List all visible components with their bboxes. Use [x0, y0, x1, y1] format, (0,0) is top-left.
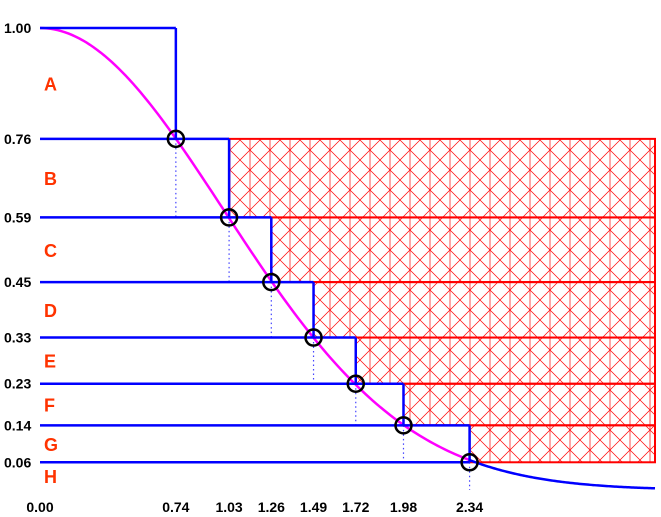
- x-axis-ticks: 0.00 0.74 1.03 1.26 1.49 1.72 1.98 2.34: [26, 499, 483, 515]
- y-tick-label-5: 0.33: [4, 330, 31, 346]
- x-tick-label-8: 2.34: [456, 499, 483, 515]
- region-label-G: G: [44, 435, 58, 455]
- point-marker-6: [394, 416, 413, 435]
- region-label-H: H: [44, 467, 57, 487]
- rejection-box-1: [228, 137, 657, 219]
- region-labels: A B C D E FGH: [44, 74, 58, 487]
- rejection-box-6: [468, 424, 656, 464]
- point-marker-4: [304, 328, 323, 347]
- point-marker-5: [346, 374, 366, 393]
- x-tick-label-3: 1.03: [215, 499, 242, 515]
- point-marker-3: [262, 272, 281, 292]
- region-label-D: D: [44, 301, 57, 321]
- region-label-E: E: [44, 352, 56, 372]
- point-markers: [166, 129, 479, 472]
- y-tick-label-1: 1.00: [4, 20, 31, 36]
- rejection-box-3: [312, 281, 656, 339]
- x-tick-label-6: 1.72: [342, 499, 369, 515]
- y-tick-label-8: 0.06: [4, 454, 31, 470]
- y-tick-label-6: 0.23: [4, 376, 31, 392]
- point-marker-1: [166, 129, 186, 149]
- rejection-boxes: [228, 137, 657, 464]
- point-marker-2: [219, 208, 239, 227]
- y-tick-label-2: 0.76: [4, 131, 31, 147]
- x-tick-label-4: 1.26: [258, 499, 285, 515]
- rejection-box-5: [402, 382, 656, 427]
- point-marker-7: [460, 453, 479, 472]
- region-label-C: C: [44, 241, 57, 261]
- x-tick-label-7: 1.98: [390, 499, 417, 515]
- rejection-box-4: [354, 336, 656, 385]
- x-tick-label-2: 0.74: [162, 499, 189, 515]
- x-tick-label-1: 0.00: [26, 499, 53, 515]
- y-tick-label-4: 0.45: [4, 274, 31, 290]
- rejection-box-2: [270, 216, 656, 284]
- y-tick-label-3: 0.59: [4, 209, 31, 225]
- y-axis-ticks: 1.00 0.76 0.59 0.45 0.33 0.23 0.14 0.06: [4, 20, 31, 470]
- y-tick-label-7: 0.14: [4, 417, 31, 433]
- layer-steps: [40, 26, 471, 464]
- region-label-F: F: [44, 396, 55, 416]
- x-tick-label-5: 1.49: [300, 499, 327, 515]
- region-label-A: A: [44, 74, 57, 94]
- region-label-B: B: [44, 169, 57, 189]
- curve-blue-segment: [469, 458, 656, 490]
